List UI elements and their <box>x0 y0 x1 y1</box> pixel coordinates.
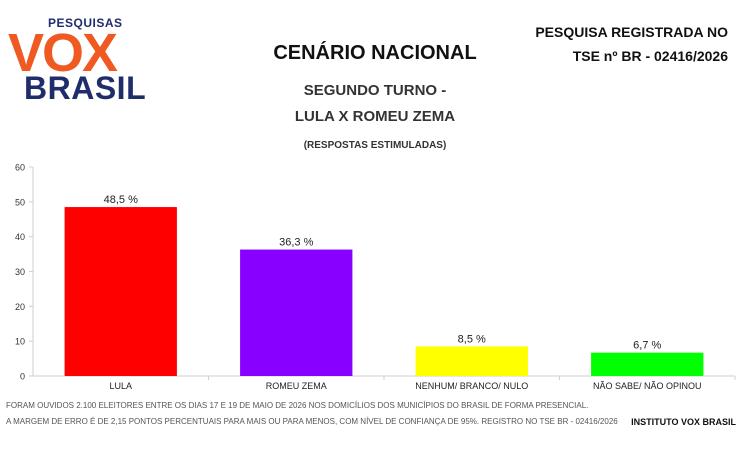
bar <box>240 249 353 376</box>
registration-line2: TSE nº BR - 02416/2026 <box>572 48 728 64</box>
x-tick-label: ROMEU ZEMA <box>266 381 327 391</box>
logo-vox-text: VOX <box>8 23 118 83</box>
bar-data-label: 8,5 % <box>458 333 486 345</box>
bar-data-label: 6,7 % <box>633 340 661 352</box>
footnote-sample: FORAM OUVIDOS 2.100 ELEITORES ENTRE OS D… <box>6 401 589 410</box>
bar <box>591 352 704 376</box>
x-tick-label: NENHUM/ BRANCO/ NULO <box>415 381 528 391</box>
y-tick-label: 60 <box>15 163 25 173</box>
bar-data-label: 48,5 % <box>104 194 138 206</box>
y-tick-label: 0 <box>20 372 25 382</box>
vox-brasil-logo: PESQUISAS VOX BRASIL <box>8 12 148 104</box>
bar-chart: 0 10 20 30 40 50 60 48,5 % LULA 36,3 % ROMEU ZEMA 8… <box>15 163 736 391</box>
logo-brasil-text: BRASIL <box>24 70 147 106</box>
bar-data-label: 36,3 % <box>279 237 313 249</box>
chart-subtitle-line1: SEGUNDO TURNO - <box>303 82 447 99</box>
x-tick-label: NÃO SABE/ NÃO OPINOU <box>593 381 702 391</box>
registration-line1: PESQUISA REGISTRADA NO <box>535 24 728 40</box>
footnote-margin: A MARGEM DE ERRO É DE 2,15 PONTOS PERCEN… <box>6 417 618 426</box>
chart-note: (RESPOSTAS ESTIMULADAS) <box>303 140 447 151</box>
y-tick-label: 50 <box>15 197 25 207</box>
y-tick-label: 30 <box>15 267 25 277</box>
y-tick-label: 10 <box>15 337 25 347</box>
logo-pesquisas-text: PESQUISAS <box>48 16 123 30</box>
chart-title: CENÁRIO NACIONAL <box>273 42 477 64</box>
bar <box>415 346 528 376</box>
x-tick-label: LULA <box>109 381 132 391</box>
y-tick-label: 20 <box>15 302 25 312</box>
bar <box>64 207 177 376</box>
chart-subtitle-line2: LULA X ROMEU ZEMA <box>294 108 456 125</box>
institute-name: INSTITUTO VOX BRASIL <box>631 417 736 427</box>
y-tick-label: 40 <box>15 232 25 242</box>
